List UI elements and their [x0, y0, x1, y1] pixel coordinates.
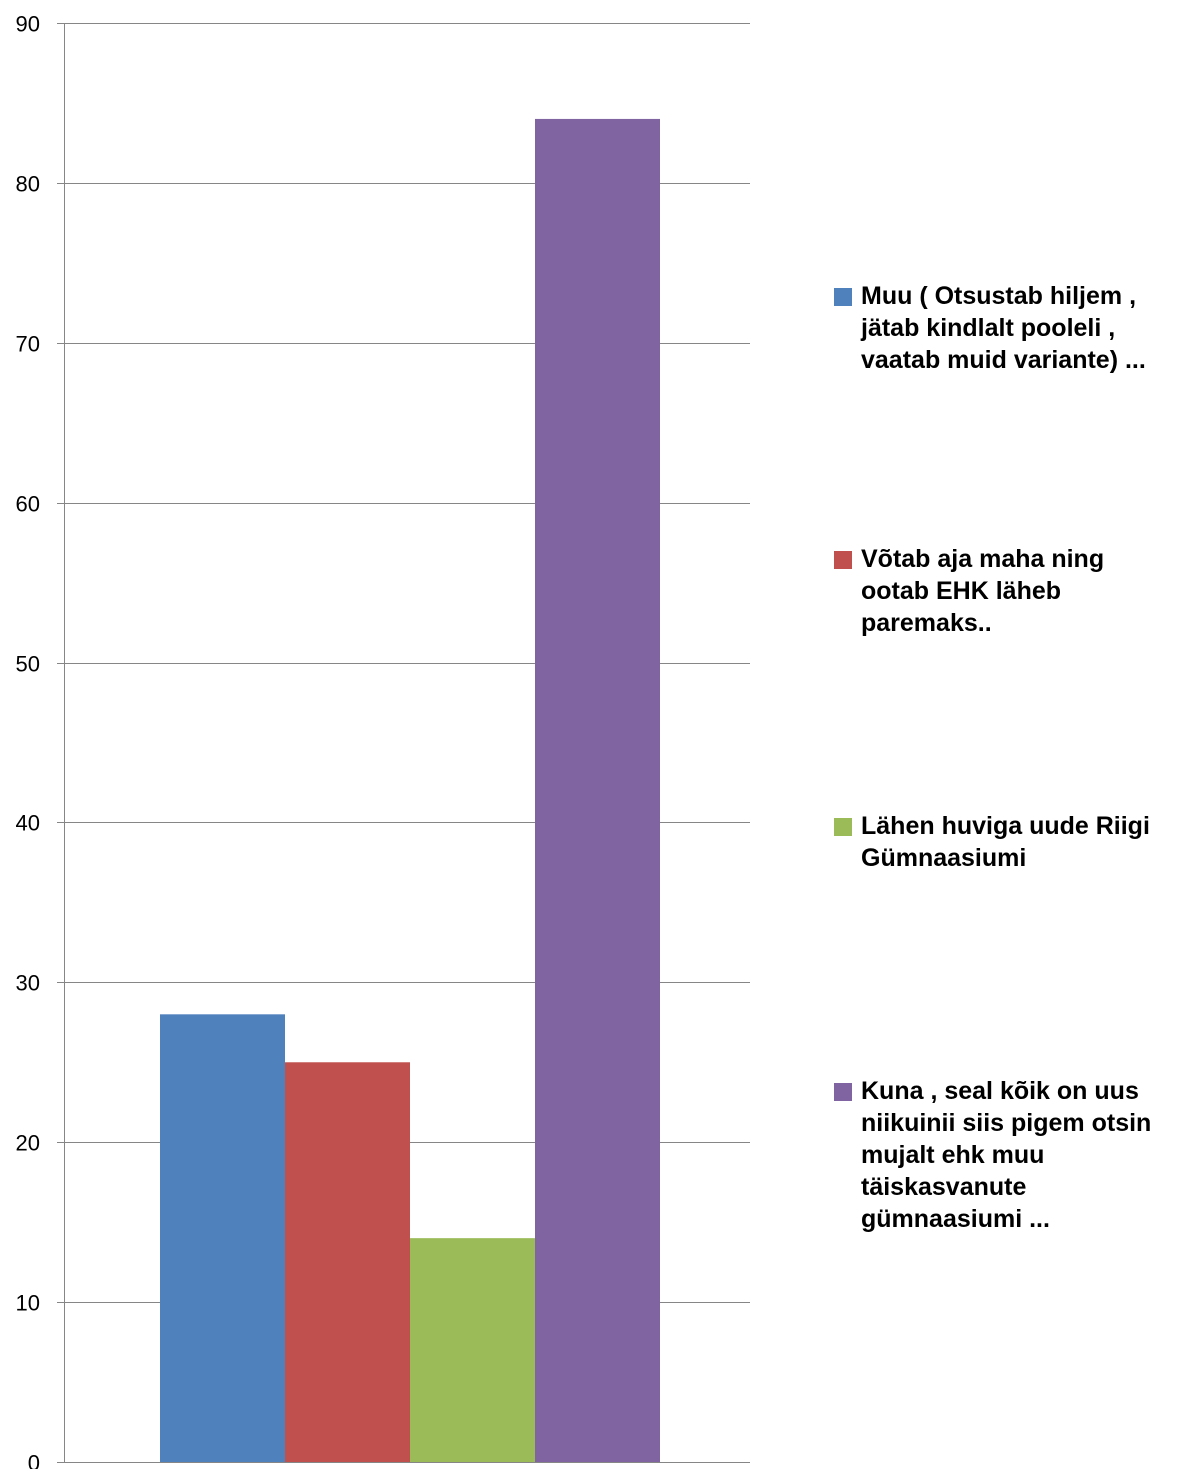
bar-4: [535, 118, 660, 1462]
legend-swatch-3: [834, 818, 852, 836]
legend-item-1: Muu ( Otsustab hiljem , jätab kindlalt p…: [834, 280, 1189, 376]
bar-2: [285, 1062, 410, 1462]
legend-label-2: Võtab aja maha ning ootab EHK läheb pare…: [861, 545, 1105, 637]
legend-item-4: Kuna , seal kõik on uus niikuinii siis p…: [834, 1075, 1189, 1235]
bars: [160, 118, 660, 1462]
y-tick-label-60: 60: [16, 492, 40, 517]
legend-item-3: Lähen huviga uude Riigi Gümnaasiumi: [834, 810, 1189, 874]
y-tick-label-80: 80: [16, 172, 40, 197]
y-tick-label-90: 90: [16, 12, 40, 37]
legend-swatch-1: [834, 288, 852, 306]
y-tick-label-20: 20: [16, 1131, 40, 1156]
bar-3: [410, 1238, 535, 1462]
y-axis: 0 10 20 30 40 50 60 70 80 90: [16, 12, 750, 1469]
legend-label-4: Kuna , seal kõik on uus niikuinii siis p…: [861, 1077, 1152, 1233]
legend-item-2: Võtab aja maha ning ootab EHK läheb pare…: [834, 543, 1189, 639]
y-tick-label-10: 10: [16, 1291, 40, 1316]
legend-swatch-4: [834, 1083, 852, 1101]
legend-label-1: Muu ( Otsustab hiljem , jätab kindlalt p…: [861, 282, 1146, 374]
y-tick-label-0: 0: [28, 1451, 40, 1469]
legend-swatch-2: [834, 551, 852, 569]
legend-label-3: Lähen huviga uude Riigi Gümnaasiumi: [861, 812, 1150, 872]
y-tick-label-30: 30: [16, 971, 40, 996]
y-tick-label-50: 50: [16, 652, 40, 677]
bar-1: [160, 1014, 285, 1462]
y-tick-label-70: 70: [16, 332, 40, 357]
y-tick-label-40: 40: [16, 811, 40, 836]
